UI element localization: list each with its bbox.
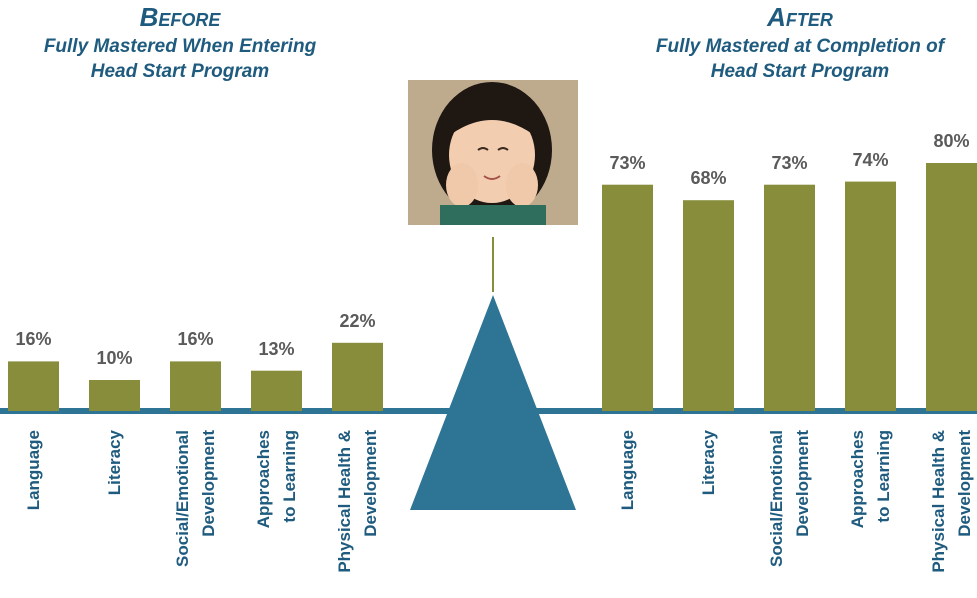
category-label: Literacy <box>102 430 128 595</box>
chart: Before Fully Mastered When Entering Head … <box>0 0 977 598</box>
category-label: Physical Health & Development <box>926 430 977 595</box>
bar <box>926 163 977 411</box>
panel-subtitle: Fully Mastered at Completion of Head Sta… <box>620 34 977 84</box>
chart-graphics <box>0 0 977 598</box>
photo <box>408 80 578 225</box>
value-label: 73% <box>750 153 830 174</box>
value-label: 73% <box>588 153 668 174</box>
category-label: Social/Emotional Development <box>764 430 816 595</box>
category-label: Language <box>615 430 641 595</box>
category-label: Language <box>21 430 47 595</box>
value-label: 10% <box>75 348 155 369</box>
bar <box>764 185 815 411</box>
value-label: 16% <box>156 329 236 350</box>
panel-title: After <box>620 4 977 30</box>
value-label: 13% <box>237 339 317 360</box>
category-label: Physical Health & Development <box>332 430 384 595</box>
value-label: 22% <box>318 311 398 332</box>
fulcrum <box>410 295 576 510</box>
panel-title: Before <box>0 4 360 30</box>
value-label: 80% <box>912 131 977 152</box>
bar <box>845 182 896 411</box>
bar <box>251 371 302 411</box>
category-label: Literacy <box>696 430 722 595</box>
value-label: 16% <box>0 329 74 350</box>
bar <box>332 343 383 411</box>
category-label: Approaches to Learning <box>251 430 303 595</box>
bar <box>8 361 59 411</box>
bar <box>170 361 221 411</box>
value-label: 74% <box>831 150 911 171</box>
panel-subtitle: Fully Mastered When Entering Head Start … <box>0 34 360 84</box>
value-label: 68% <box>669 168 749 189</box>
bar <box>602 185 653 411</box>
bar <box>89 380 140 411</box>
category-label: Approaches to Learning <box>845 430 897 595</box>
bar <box>683 200 734 411</box>
category-label: Social/Emotional Development <box>170 430 222 595</box>
